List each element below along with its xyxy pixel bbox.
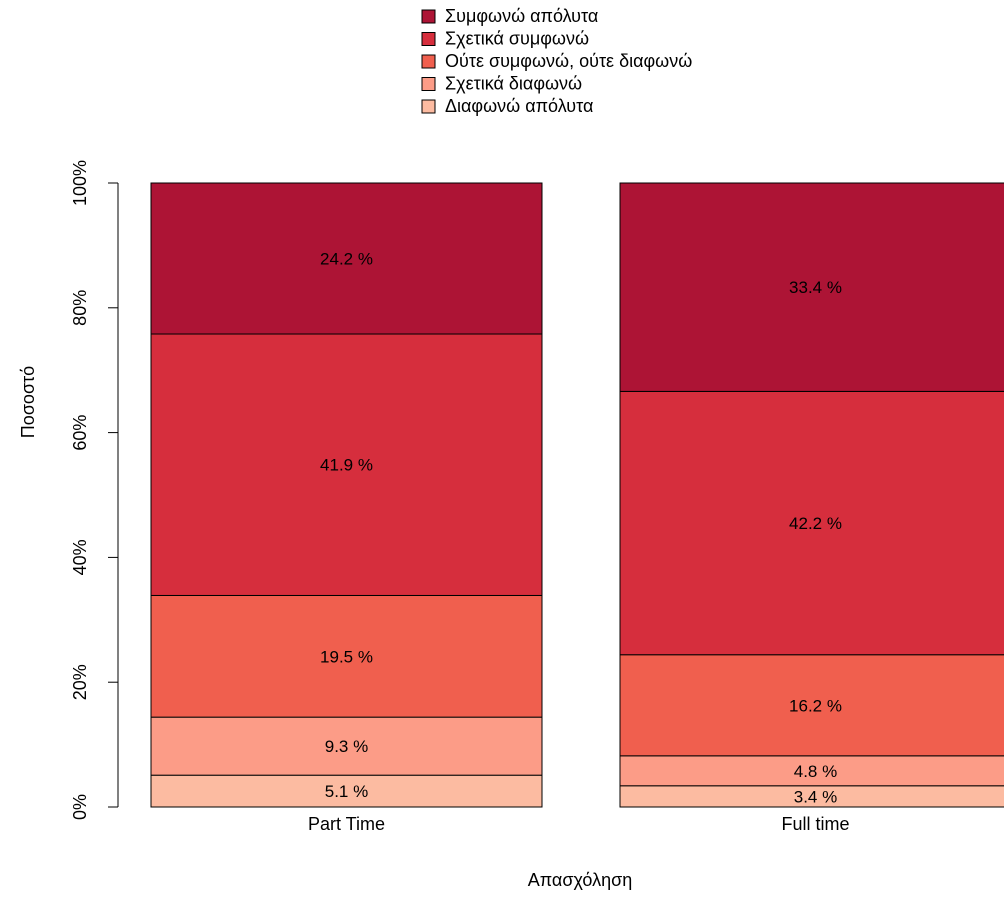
x-axis: Part Time Full time — [308, 814, 850, 834]
y-tick-label: 60% — [70, 415, 90, 451]
data-label: 33.4 % — [789, 278, 842, 297]
bar-segment — [150, 716, 543, 776]
bar-segment — [150, 182, 543, 335]
y-tick-label: 100% — [70, 160, 90, 206]
bar-segment — [150, 333, 543, 596]
y-tick-label: 20% — [70, 664, 90, 700]
y-axis: 0% 20% 40% 60% 80% 100% — [70, 160, 119, 820]
legend-swatch — [421, 32, 436, 46]
legend-label: Διαφωνώ απόλυτα — [445, 96, 593, 116]
legend-label: Συμφωνώ απόλυτα — [445, 6, 598, 26]
data-label: 5.1 % — [325, 782, 368, 801]
data-label: 24.2 % — [320, 250, 373, 269]
data-label: 3.4 % — [794, 787, 837, 806]
data-label: 9.3 % — [325, 737, 368, 756]
y-axis-title: Ποσοστό — [18, 366, 38, 438]
legend-swatch — [421, 99, 436, 114]
x-tick-label: Part Time — [308, 814, 385, 834]
data-label: 16.2 % — [789, 696, 842, 715]
legend-label: Σχετικά διαφωνώ — [445, 74, 582, 94]
legend-swatch — [421, 54, 436, 69]
bars: 5.1 % 9.3 % 19.5 % 41.9 % 24.2 % 3.4 % 4.8 % 16… — [150, 182, 1004, 808]
y-tick-label: 40% — [70, 539, 90, 575]
y-tick-label: 0% — [70, 794, 90, 820]
legend-swatch — [421, 77, 436, 91]
legend-label: Σχετικά συμφωνώ — [445, 29, 589, 49]
data-label: 4.8 % — [794, 762, 837, 781]
legend-label: Ούτε συμφωνώ, ούτε διαφωνώ — [445, 51, 692, 71]
bar-segment — [619, 182, 1004, 392]
data-label: 19.5 % — [320, 647, 373, 666]
x-axis-title: Απασχόληση — [528, 870, 632, 890]
bar-segment — [619, 390, 1004, 656]
legend-swatch — [421, 9, 436, 24]
bar-segment — [150, 594, 543, 718]
data-label: 42.2 % — [789, 514, 842, 533]
bar-segment — [150, 774, 543, 808]
y-tick-label: 80% — [70, 290, 90, 326]
data-label: 41.9 % — [320, 456, 373, 475]
x-tick-label: Full time — [781, 814, 849, 834]
